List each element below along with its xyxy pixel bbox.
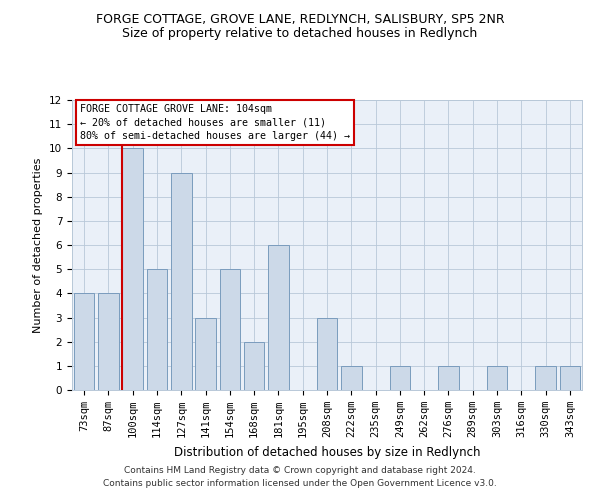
- Bar: [389, 366, 410, 390]
- Bar: [195, 318, 216, 390]
- Bar: [268, 245, 289, 390]
- Bar: [171, 172, 191, 390]
- Text: FORGE COTTAGE GROVE LANE: 104sqm
← 20% of detached houses are smaller (11)
80% o: FORGE COTTAGE GROVE LANE: 104sqm ← 20% o…: [80, 104, 350, 141]
- Bar: [244, 342, 265, 390]
- Text: FORGE COTTAGE, GROVE LANE, REDLYNCH, SALISBURY, SP5 2NR: FORGE COTTAGE, GROVE LANE, REDLYNCH, SAL…: [95, 12, 505, 26]
- Text: Contains HM Land Registry data © Crown copyright and database right 2024.
Contai: Contains HM Land Registry data © Crown c…: [103, 466, 497, 487]
- Bar: [487, 366, 508, 390]
- Bar: [438, 366, 459, 390]
- Bar: [98, 294, 119, 390]
- Text: Size of property relative to detached houses in Redlynch: Size of property relative to detached ho…: [122, 28, 478, 40]
- Bar: [122, 148, 143, 390]
- X-axis label: Distribution of detached houses by size in Redlynch: Distribution of detached houses by size …: [174, 446, 480, 458]
- Y-axis label: Number of detached properties: Number of detached properties: [34, 158, 43, 332]
- Bar: [220, 269, 240, 390]
- Bar: [535, 366, 556, 390]
- Bar: [560, 366, 580, 390]
- Bar: [341, 366, 362, 390]
- Bar: [74, 294, 94, 390]
- Bar: [317, 318, 337, 390]
- Bar: [146, 269, 167, 390]
